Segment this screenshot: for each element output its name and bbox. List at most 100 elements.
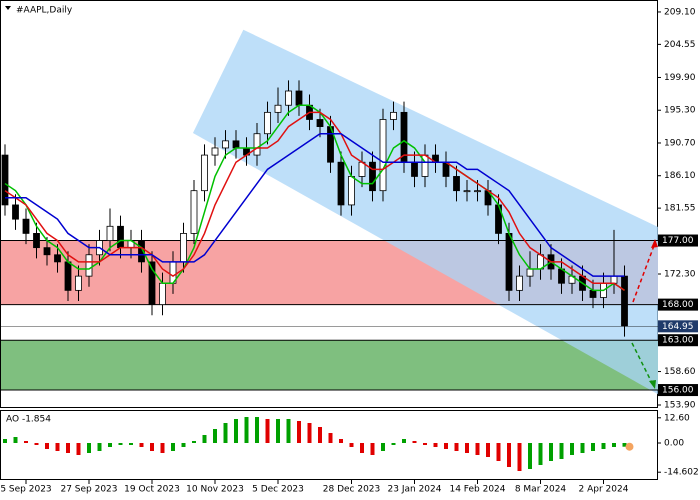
- y-tick-label: 204.55: [664, 40, 696, 50]
- candle-body: [411, 161, 418, 177]
- y-tick-label: 199.90: [664, 73, 696, 83]
- ao-bar: [297, 421, 301, 443]
- candle-body: [453, 176, 460, 192]
- x-tick-label: 8 Mar 2024: [515, 485, 567, 495]
- x-tick-label: 27 Sep 2023: [60, 485, 117, 495]
- ao-bar: [276, 419, 280, 443]
- up-arrow-head: [651, 239, 658, 248]
- ao-bar: [328, 433, 333, 443]
- candle-body: [505, 233, 513, 291]
- ma-line: [5, 132, 625, 277]
- candle-body: [295, 90, 303, 106]
- candle-body: [610, 275, 618, 284]
- level-box: [658, 384, 698, 397]
- candle-body: [201, 154, 208, 192]
- x-tick-label: 5 Dec 2023: [252, 485, 304, 495]
- y-tick-label: 186.10: [664, 171, 696, 181]
- x-tick-label: 14 Feb 2024: [449, 485, 505, 495]
- candle-body: [285, 90, 292, 106]
- ao-bar: [129, 443, 133, 445]
- x-tick-label: 5 Sep 2023: [0, 485, 51, 495]
- ao-bar: [139, 443, 144, 447]
- candle-body: [159, 282, 166, 306]
- ao-bar: [150, 443, 154, 451]
- candle-body: [64, 261, 72, 291]
- level-box: [658, 234, 698, 247]
- ao-bar: [444, 443, 448, 449]
- y-tick-label: 172.30: [664, 269, 696, 279]
- ao-bar: [465, 443, 469, 453]
- ao-bar: [549, 443, 553, 461]
- ao-bar: [118, 443, 123, 445]
- x-tick-label: 23 Jan 2024: [388, 485, 442, 495]
- ma-line: [4, 111, 625, 291]
- y-tick-label: 158.60: [664, 367, 696, 377]
- candle-body: [369, 161, 376, 192]
- ao-bar: [433, 443, 438, 447]
- ao-bar: [171, 443, 175, 451]
- ao-bar: [402, 439, 406, 443]
- ao-bar: [24, 441, 28, 443]
- ao-bar: [255, 417, 259, 443]
- ao-bar: [612, 443, 616, 447]
- ao-bar: [223, 423, 228, 443]
- candle-body: [190, 190, 198, 234]
- candle-body: [274, 104, 282, 113]
- y-tick-label: 190.70: [664, 138, 696, 148]
- candle-body: [463, 190, 471, 193]
- ao-bar: [202, 435, 207, 443]
- ao-bar: [34, 443, 39, 445]
- ao-bar: [45, 443, 49, 449]
- ao-bar: [318, 427, 322, 443]
- candle-body: [379, 119, 387, 192]
- ao-bar: [559, 443, 564, 459]
- ao-bar: [244, 417, 249, 443]
- ao-bar: [339, 439, 343, 443]
- ao-bar: [192, 441, 196, 443]
- candle-body: [474, 190, 481, 193]
- ao-marker: [625, 442, 634, 451]
- candle-body: [54, 254, 61, 263]
- ao-bar: [622, 443, 627, 447]
- up-arrow: [632, 242, 656, 303]
- ao-bar: [307, 423, 312, 443]
- ao-bar: [391, 443, 396, 445]
- candle-body: [33, 233, 40, 249]
- ao-bar: [349, 443, 354, 447]
- candle-body: [390, 111, 397, 120]
- ao-bar: [181, 443, 186, 447]
- candle-body: [264, 111, 271, 135]
- ao-bar: [213, 429, 217, 443]
- ao-bar: [108, 443, 112, 447]
- ao-bar: [528, 443, 532, 469]
- ao-bar: [601, 443, 606, 449]
- ao-bar: [66, 443, 70, 453]
- candle-body: [211, 147, 219, 156]
- candle-body: [43, 247, 51, 256]
- ao-bar: [538, 443, 543, 465]
- x-tick-label: 2 Apr 2024: [579, 485, 629, 495]
- ao-bar: [265, 419, 270, 443]
- candle-body: [526, 268, 534, 277]
- ao-bar: [55, 443, 60, 451]
- down-arrow: [631, 342, 654, 386]
- candle-body: [75, 275, 82, 291]
- ao-bar: [97, 443, 102, 451]
- chart-title: #AAPL,Daily: [16, 6, 73, 16]
- ma-line: [4, 104, 625, 292]
- y-tick-label: 0.00: [664, 439, 684, 449]
- y-tick-label: 153.90: [664, 401, 696, 411]
- candle-body: [106, 225, 114, 241]
- candle-body: [621, 275, 628, 327]
- ao-bar: [591, 443, 595, 451]
- ao-bar: [517, 443, 522, 471]
- candle-body: [253, 133, 261, 156]
- ao-bar: [423, 443, 427, 445]
- level-label: 156.00: [662, 386, 694, 396]
- ao-bar: [234, 419, 238, 443]
- candle-body: [85, 254, 93, 277]
- candle-body: [316, 119, 324, 128]
- ao-bar: [496, 443, 501, 461]
- ao-bar: [360, 443, 364, 453]
- ao-bar: [13, 437, 18, 443]
